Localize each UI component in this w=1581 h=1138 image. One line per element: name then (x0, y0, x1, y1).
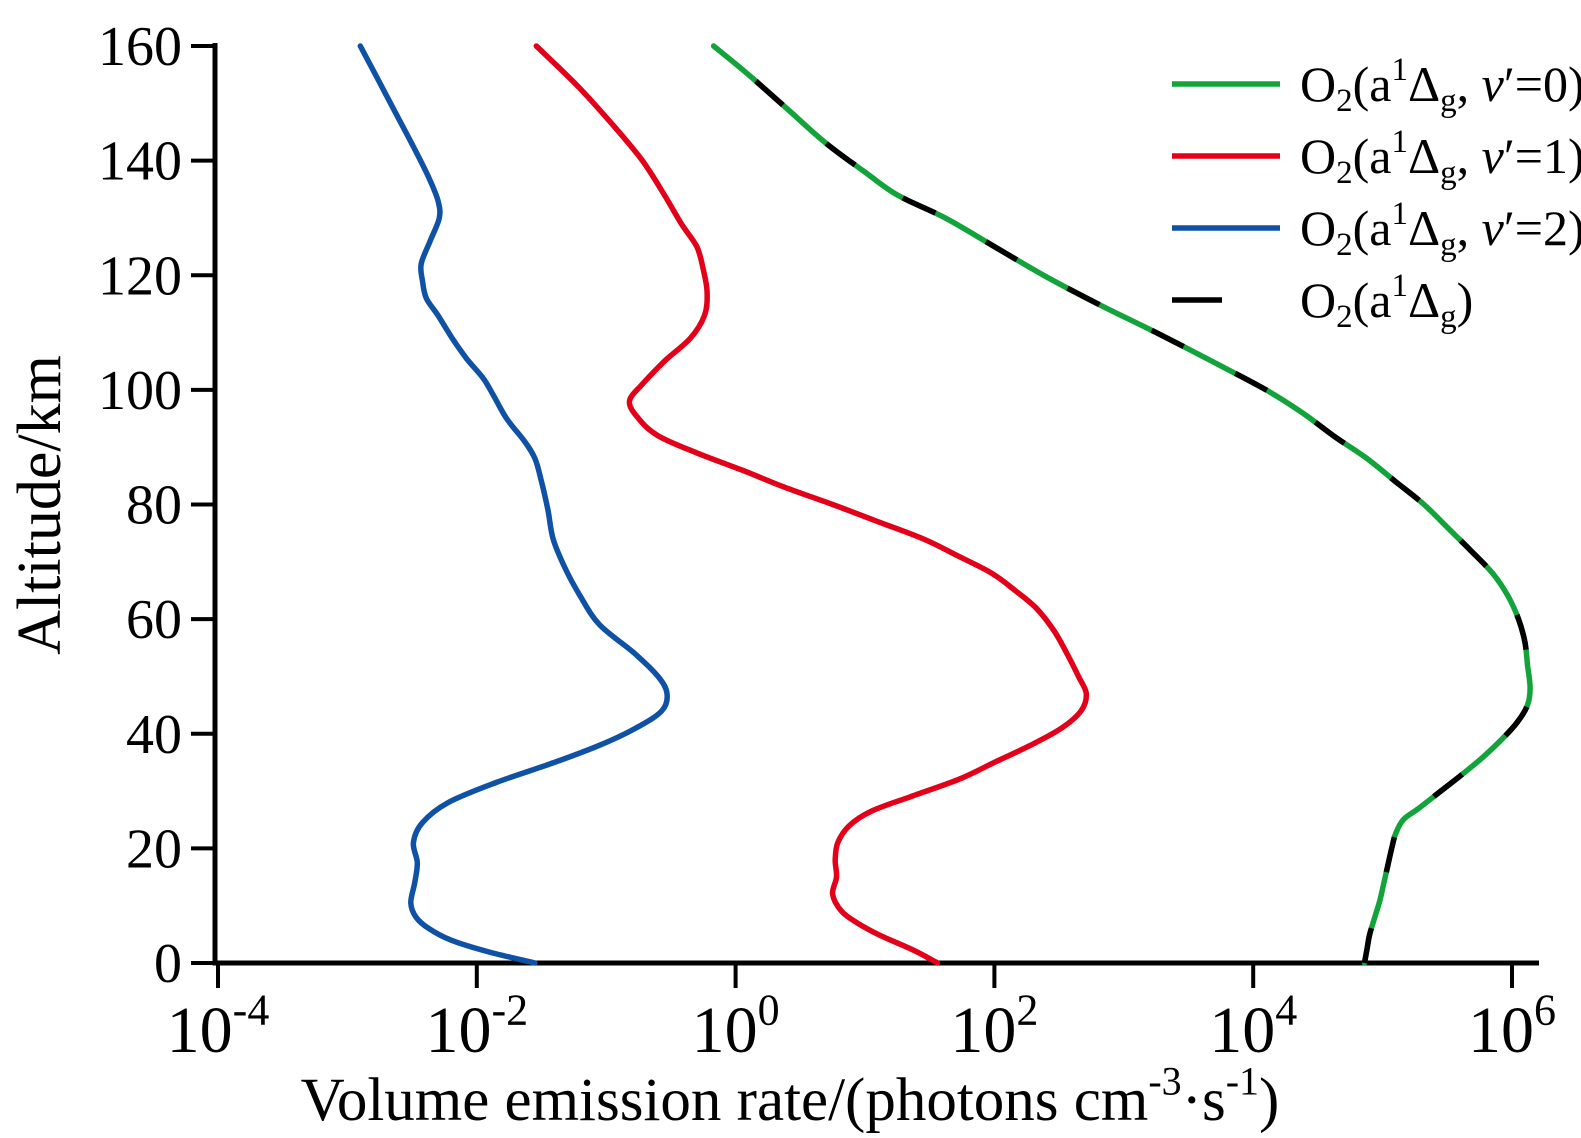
y-tick-label: 20 (126, 818, 182, 880)
x-tick-label: 106 (1468, 985, 1556, 1067)
y-tick-label: 120 (98, 245, 182, 307)
series-v2-curve (357, 43, 670, 966)
legend-label-v1: O2(a1Δg, v′=1) (1300, 124, 1581, 191)
series-layer (357, 43, 1533, 966)
legend: O2(a1Δg, v′=0)O2(a1Δg, v′=1)O2(a1Δg, v′=… (1172, 52, 1581, 335)
series-v1-curve (533, 43, 1090, 966)
x-tick-label: 10-2 (425, 985, 528, 1067)
y-tick-label: 60 (126, 589, 182, 651)
legend-row-total: O2(a1Δg) (1172, 268, 1473, 335)
legend-row-v2: O2(a1Δg, v′=2) (1172, 196, 1581, 263)
y-tick-label: 100 (98, 360, 182, 422)
legend-label-v0: O2(a1Δg, v′=0) (1300, 52, 1581, 119)
legend-label-total: O2(a1Δg) (1300, 268, 1473, 335)
y-tick-label: 0 (154, 933, 182, 995)
x-tick-label: 102 (950, 985, 1038, 1067)
y-tick-label: 160 (98, 16, 182, 78)
legend-row-v0: O2(a1Δg, v′=0) (1172, 52, 1581, 119)
series-total-curve (711, 43, 1533, 964)
axes-layer: 0 20 40 60 80 100 120 140 160 10-4 10-2 100 102 104 10… (6, 16, 1556, 1134)
x-axis-title: Volume emission rate/(photons cm-3·s-1) (301, 1058, 1280, 1134)
legend-label-v2: O2(a1Δg, v′=2) (1300, 196, 1581, 263)
x-tick-label: 10-4 (167, 985, 270, 1067)
legend-row-v1: O2(a1Δg, v′=1) (1172, 124, 1581, 191)
y-tick-label: 80 (126, 475, 182, 537)
y-axis-title: Altitude/km (6, 355, 74, 655)
x-tick-label: 104 (1209, 985, 1297, 1067)
y-tick-label: 40 (126, 704, 182, 766)
x-tick-label: 100 (692, 985, 780, 1067)
y-tick-label: 140 (98, 131, 182, 193)
